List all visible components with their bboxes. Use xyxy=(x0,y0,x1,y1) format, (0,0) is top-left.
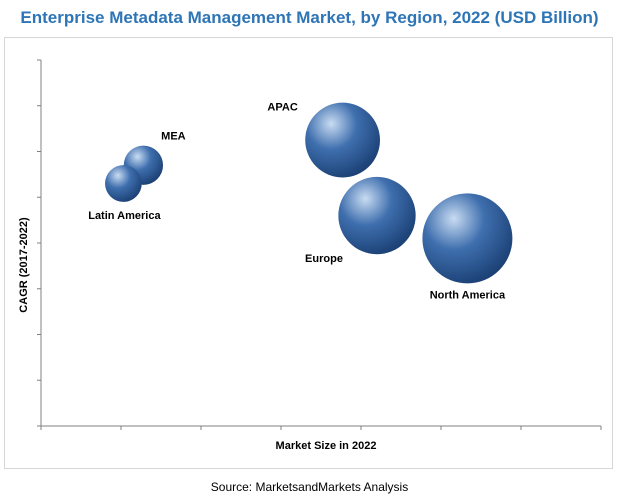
bubble-label-north-america: North America xyxy=(430,289,506,301)
y-axis-title: CAGR (2017-2022) xyxy=(18,217,30,313)
bubble-label-apac: APAC xyxy=(267,102,297,114)
bubble-europe xyxy=(338,176,416,255)
bubble-label-mea: MEA xyxy=(161,131,186,143)
bubbles xyxy=(105,102,513,284)
bubble-label-latin-america: Latin America xyxy=(88,210,161,222)
bubble-labels: MEA Latin America APAC Europe North America xyxy=(88,102,506,302)
bubble-apac xyxy=(305,102,380,178)
bubble-north-america xyxy=(422,193,513,284)
chart-title: Enterprise Metadata Management Market, b… xyxy=(20,8,599,27)
chart-frame: MEA Latin America APAC Europe North America … xyxy=(4,37,613,469)
x-axis-title: Market Size in 2022 xyxy=(276,440,377,452)
axes xyxy=(37,59,602,430)
source-note: Source: MarketsandMarkets Analysis xyxy=(210,480,409,494)
bubble-label-europe: Europe xyxy=(305,253,343,265)
bubble-latin-america xyxy=(105,165,142,202)
